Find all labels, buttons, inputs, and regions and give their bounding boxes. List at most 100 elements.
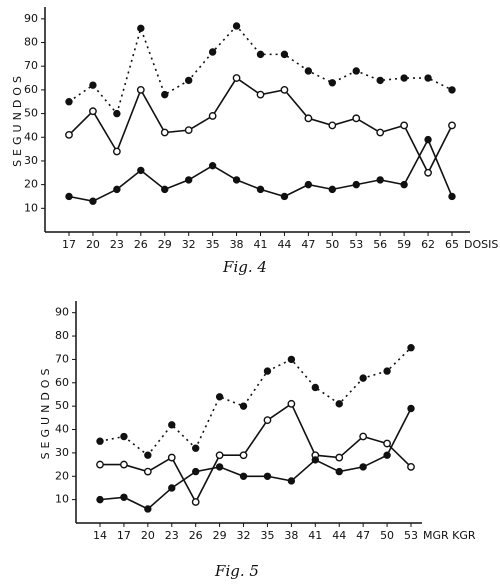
y-tick-label: 70 [24, 59, 38, 72]
x-tick-label: 35 [206, 238, 220, 251]
x-tick-label: 56 [373, 238, 387, 251]
point [280, 50, 289, 59]
point [191, 467, 200, 476]
point [143, 467, 152, 476]
point [65, 130, 73, 139]
x-tick-label: 53 [404, 529, 418, 542]
y-tick-label: 70 [55, 352, 69, 365]
x-tick-label: 32 [237, 529, 251, 542]
point [161, 90, 169, 99]
y-axis-label: SEGUNDOS [39, 365, 52, 460]
point [263, 416, 272, 425]
point [280, 85, 289, 94]
point [352, 67, 360, 75]
point [113, 109, 121, 118]
point [208, 161, 217, 170]
point [184, 126, 193, 135]
point [407, 404, 415, 413]
x-tick-label: 44 [332, 529, 346, 542]
x-tick-label: 26 [189, 529, 203, 542]
point [287, 477, 296, 485]
point [168, 421, 176, 429]
caption: Fig. 5 [214, 562, 259, 580]
point [352, 180, 360, 189]
point [191, 498, 200, 506]
y-tick-label: 50 [55, 399, 69, 412]
x-tick-label: 17 [117, 529, 131, 542]
point [256, 90, 265, 99]
point [161, 185, 169, 194]
point [359, 463, 367, 471]
point [120, 432, 128, 441]
y-tick-label: 10 [55, 493, 69, 506]
x-tick-label: 62 [421, 238, 435, 251]
point [120, 460, 128, 469]
point [89, 107, 97, 116]
point [424, 74, 432, 82]
point [376, 176, 384, 184]
point [232, 22, 241, 30]
point [136, 85, 145, 94]
point [215, 451, 224, 460]
point [208, 48, 217, 56]
x-tick-label: 47 [301, 238, 315, 251]
point [328, 121, 337, 130]
y-tick-label: 60 [24, 83, 38, 96]
point [304, 114, 313, 123]
point [112, 147, 121, 156]
x-tick-label: 59 [397, 238, 411, 251]
point [376, 76, 384, 85]
x-tick-label: 38 [230, 238, 244, 251]
point [232, 176, 241, 184]
point [168, 484, 176, 492]
x-tick-label: 17 [62, 238, 76, 251]
point [280, 192, 289, 201]
y-tick-label: 10 [24, 201, 38, 214]
point [400, 180, 408, 189]
point [96, 437, 104, 445]
x-axis-label: DOSIS [464, 238, 498, 251]
point [448, 86, 456, 94]
point [383, 439, 391, 448]
point [137, 24, 145, 33]
x-tick-label: 26 [134, 238, 148, 251]
point [328, 79, 337, 87]
x-tick-label: 23 [165, 529, 179, 542]
y-tick-label: 60 [55, 376, 69, 389]
point [335, 453, 344, 462]
point [65, 192, 73, 201]
x-tick-label: 65 [445, 238, 459, 251]
x-tick-label: 14 [93, 529, 107, 542]
point [328, 185, 337, 194]
x-tick-label: 29 [213, 529, 227, 542]
point [352, 114, 361, 123]
x-tick-label: 47 [356, 529, 370, 542]
x-tick-label: 38 [284, 529, 298, 542]
point [424, 135, 432, 144]
point [144, 505, 152, 513]
point [407, 463, 415, 471]
point [184, 176, 193, 184]
point [383, 451, 391, 459]
series-line [68, 24, 453, 116]
y-tick-label: 80 [55, 329, 69, 342]
series-line [100, 402, 412, 504]
point [448, 121, 456, 130]
series-line [99, 347, 412, 457]
point [239, 402, 248, 410]
point [120, 493, 128, 501]
point [287, 399, 296, 408]
point [359, 432, 368, 441]
point [215, 393, 224, 401]
x-tick-label: 29 [158, 238, 172, 251]
point [191, 444, 200, 452]
x-tick-label: 32 [182, 238, 196, 251]
x-tick-label: 35 [260, 529, 274, 542]
point [113, 185, 121, 194]
point [359, 374, 367, 382]
point [383, 367, 391, 375]
point [256, 50, 265, 59]
y-tick-label: 50 [24, 107, 38, 120]
x-tick-label: 41 [254, 238, 268, 251]
